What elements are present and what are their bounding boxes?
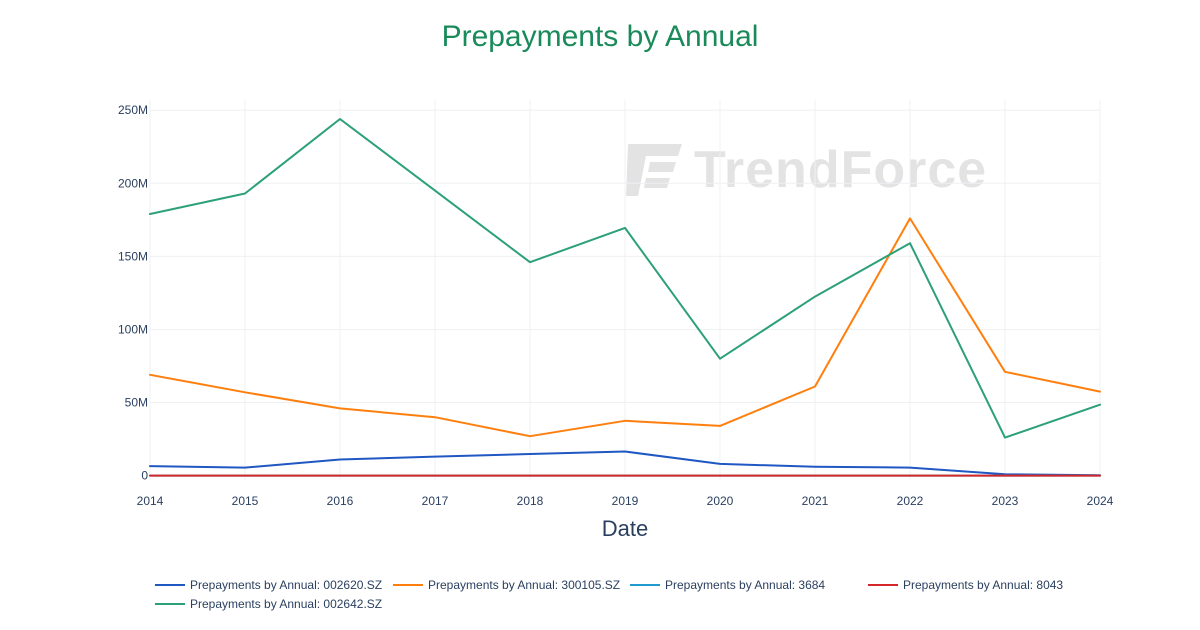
x-tick-label: 2017 (422, 494, 449, 508)
chart-title: Prepayments by Annual (441, 20, 759, 53)
x-axis-title: Date (601, 516, 649, 541)
x-tick-label: 2022 (897, 494, 924, 508)
y-tick-label: 0 (141, 469, 148, 483)
legend-label: Prepayments by Annual: 300105.SZ (428, 578, 621, 592)
x-tick-label: 2018 (517, 494, 544, 508)
legend-swatch (630, 583, 660, 586)
legend-item[interactable]: Prepayments by Annual: 002642.SZ (155, 595, 382, 613)
legend-item[interactable]: Prepayments by Annual: 8043 (868, 576, 1063, 594)
x-tick-label: 2021 (802, 494, 829, 508)
legend-item[interactable]: Prepayments by Annual: 3684 (630, 576, 825, 594)
series-layer (149, 118, 1101, 477)
legend-swatch (155, 602, 185, 605)
series-line (149, 217, 1101, 438)
x-tick-label: 2016 (327, 494, 354, 508)
axis-layer: 2014 2015 2016 2017 2018 2019 2020 2021 2022 2023… (118, 103, 1114, 508)
y-tick-label: 50M (125, 396, 148, 410)
x-tick-label: 2014 (137, 494, 164, 508)
legend-swatch (393, 583, 423, 586)
x-tick-label: 2023 (992, 494, 1019, 508)
legend-item[interactable]: Prepayments by Annual: 300105.SZ (393, 576, 620, 594)
y-tick-label: 200M (118, 176, 148, 190)
legend-label: Prepayments by Annual: 002642.SZ (190, 597, 383, 611)
legend-item[interactable]: Prepayments by Annual: 002620.SZ (155, 576, 382, 594)
y-tick-label: 150M (118, 249, 148, 263)
legend-swatch (155, 583, 185, 586)
x-tick-label: 2020 (707, 494, 734, 508)
legend-swatch (868, 583, 898, 586)
y-tick-label: 100M (118, 322, 148, 336)
x-tick-label: 2024 (1087, 494, 1114, 508)
legend-label: Prepayments by Annual: 8043 (903, 578, 1064, 592)
series-line (149, 450, 1101, 477)
x-tick-label: 2015 (232, 494, 259, 508)
legend-label: Prepayments by Annual: 002620.SZ (190, 578, 383, 592)
y-tick-label: 250M (118, 103, 148, 117)
series-line (149, 118, 1101, 439)
x-tick-label: 2019 (612, 494, 639, 508)
legend-label: Prepayments by Annual: 3684 (665, 578, 826, 592)
